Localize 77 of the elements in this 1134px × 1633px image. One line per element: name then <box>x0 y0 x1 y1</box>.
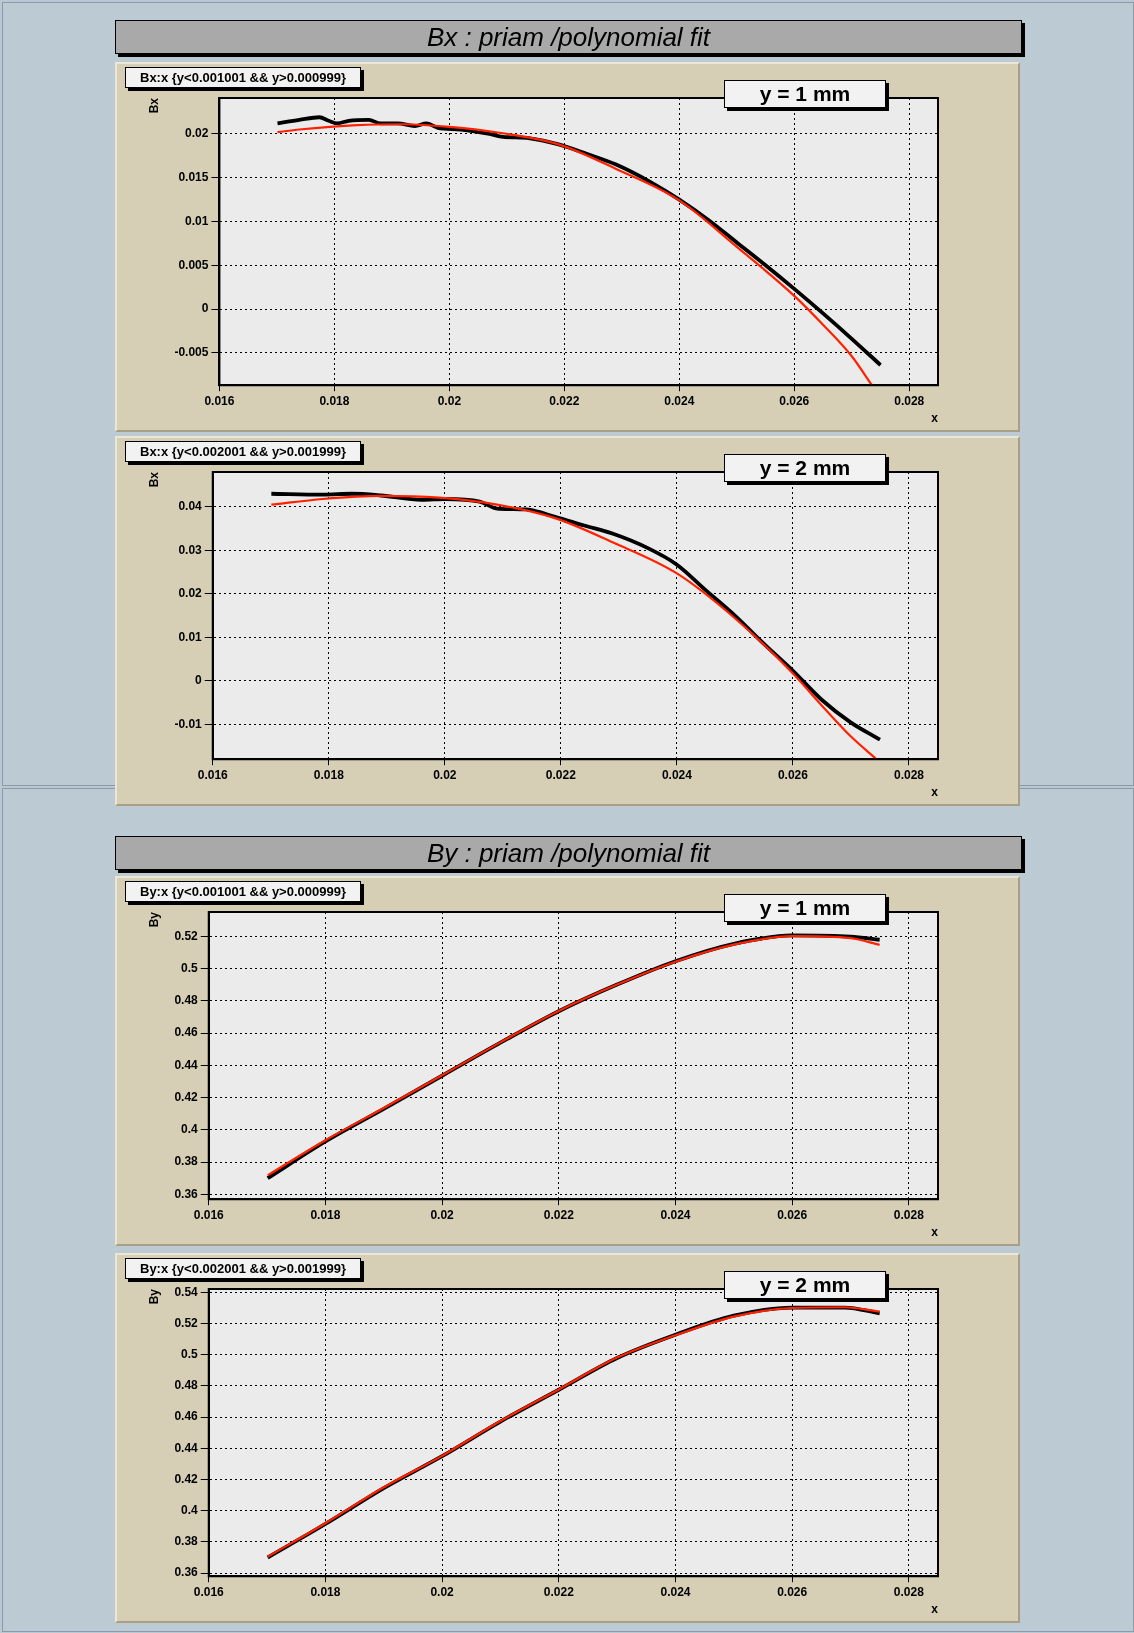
y-tick-label: 0.36 <box>174 1186 199 1201</box>
x-axis-title: x <box>931 411 939 426</box>
y-tick-label: 0.38 <box>174 1154 199 1169</box>
x-tick-label: 0.022 <box>543 1584 575 1599</box>
label-box: y = 2 mm <box>724 1271 886 1299</box>
y-tick-label: 0.02 <box>178 586 203 601</box>
x-tick-label: 0.026 <box>777 1207 808 1222</box>
y-axis-title: Bx <box>146 471 161 488</box>
x-axis-title: x <box>931 785 939 800</box>
x-tick-label: 0.018 <box>310 1584 341 1599</box>
y-axis-title: By <box>146 911 161 928</box>
label-box: Bx:x {y<0.002001 && y>0.001999} <box>125 441 361 462</box>
label-box: y = 1 mm <box>724 894 886 922</box>
x-tick-label: 0.02 <box>430 1207 455 1222</box>
y-tick-label: 0.5 <box>181 1347 199 1362</box>
y-tick-label: 0 <box>195 673 203 688</box>
x-tick-label: 0.024 <box>664 393 695 408</box>
y-tick-label: 0.03 <box>178 542 203 557</box>
x-axis-title: x <box>931 1225 939 1240</box>
x-tick-label: 0.028 <box>894 393 925 408</box>
x-tick-label: 0.02 <box>433 767 457 782</box>
y-tick-label: 0.52 <box>174 1315 199 1330</box>
y-tick-label: 0.5 <box>181 960 199 975</box>
x-tick-label: 0.026 <box>777 767 809 782</box>
x-tick-label: 0.018 <box>313 767 345 782</box>
x-tick-label: 0.016 <box>193 1207 225 1222</box>
y-tick-label: 0.36 <box>174 1565 199 1580</box>
y-tick-label: 0.4 <box>181 1122 199 1137</box>
y-tick-label: 0 <box>201 301 209 316</box>
y-tick-label: 0.015 <box>178 169 209 184</box>
y-tick-label: 0.42 <box>174 1471 199 1486</box>
y-axis-title: By <box>146 1288 161 1305</box>
x-tick-label: 0.022 <box>543 1207 575 1222</box>
label-box: y = 2 mm <box>724 454 886 482</box>
x-tick-label: 0.028 <box>893 1584 925 1599</box>
y-tick-label: 0.48 <box>174 1378 199 1393</box>
y-tick-label: 0.01 <box>185 213 209 228</box>
x-tick-label: 0.02 <box>430 1584 455 1599</box>
y-tick-label: -0.005 <box>174 345 209 360</box>
y-tick-label: 0.4 <box>181 1503 199 1518</box>
label-box: By:x {y<0.001001 && y>0.000999} <box>125 881 361 902</box>
y-tick-label: 0.01 <box>178 629 203 644</box>
chart-title: Bx : priam /polynomial fit <box>115 20 1022 54</box>
x-tick-label: 0.026 <box>779 393 810 408</box>
y-tick-label: 0.44 <box>174 1057 199 1072</box>
x-tick-label: 0.028 <box>893 767 925 782</box>
x-tick-label: 0.026 <box>777 1584 808 1599</box>
y-tick-label: 0.02 <box>185 126 209 141</box>
y-tick-label: 0.42 <box>174 1089 199 1104</box>
y-axis-title: Bx <box>146 97 161 114</box>
y-tick-label: 0.52 <box>174 928 199 943</box>
x-axis-title: x <box>931 1602 939 1617</box>
x-tick-label: 0.016 <box>197 767 229 782</box>
x-tick-label: 0.016 <box>204 393 235 408</box>
x-tick-label: 0.024 <box>660 1207 691 1222</box>
x-tick-label: 0.016 <box>193 1584 225 1599</box>
label-box: By:x {y<0.002001 && y>0.001999} <box>125 1258 361 1279</box>
x-tick-label: 0.02 <box>437 393 462 408</box>
y-tick-label: 0.54 <box>174 1284 199 1299</box>
chart-title: By : priam /polynomial fit <box>115 836 1022 870</box>
label-box: Bx:x {y<0.001001 && y>0.000999} <box>125 67 361 88</box>
y-tick-label: 0.04 <box>178 499 203 514</box>
y-tick-label: 0.44 <box>174 1440 199 1455</box>
label-box: y = 1 mm <box>724 80 886 108</box>
x-tick-label: 0.024 <box>661 767 693 782</box>
x-tick-label: 0.024 <box>660 1584 691 1599</box>
y-tick-label: 0.46 <box>174 1409 199 1424</box>
x-tick-label: 0.022 <box>545 767 577 782</box>
x-tick-label: 0.022 <box>549 393 580 408</box>
y-tick-label: -0.01 <box>174 716 203 731</box>
x-tick-label: 0.018 <box>319 393 350 408</box>
x-tick-label: 0.018 <box>310 1207 341 1222</box>
x-tick-label: 0.028 <box>893 1207 925 1222</box>
y-tick-label: 0.005 <box>178 257 209 272</box>
y-tick-label: 0.48 <box>174 993 199 1008</box>
y-tick-label: 0.38 <box>174 1534 199 1549</box>
y-tick-label: 0.46 <box>174 1025 199 1040</box>
